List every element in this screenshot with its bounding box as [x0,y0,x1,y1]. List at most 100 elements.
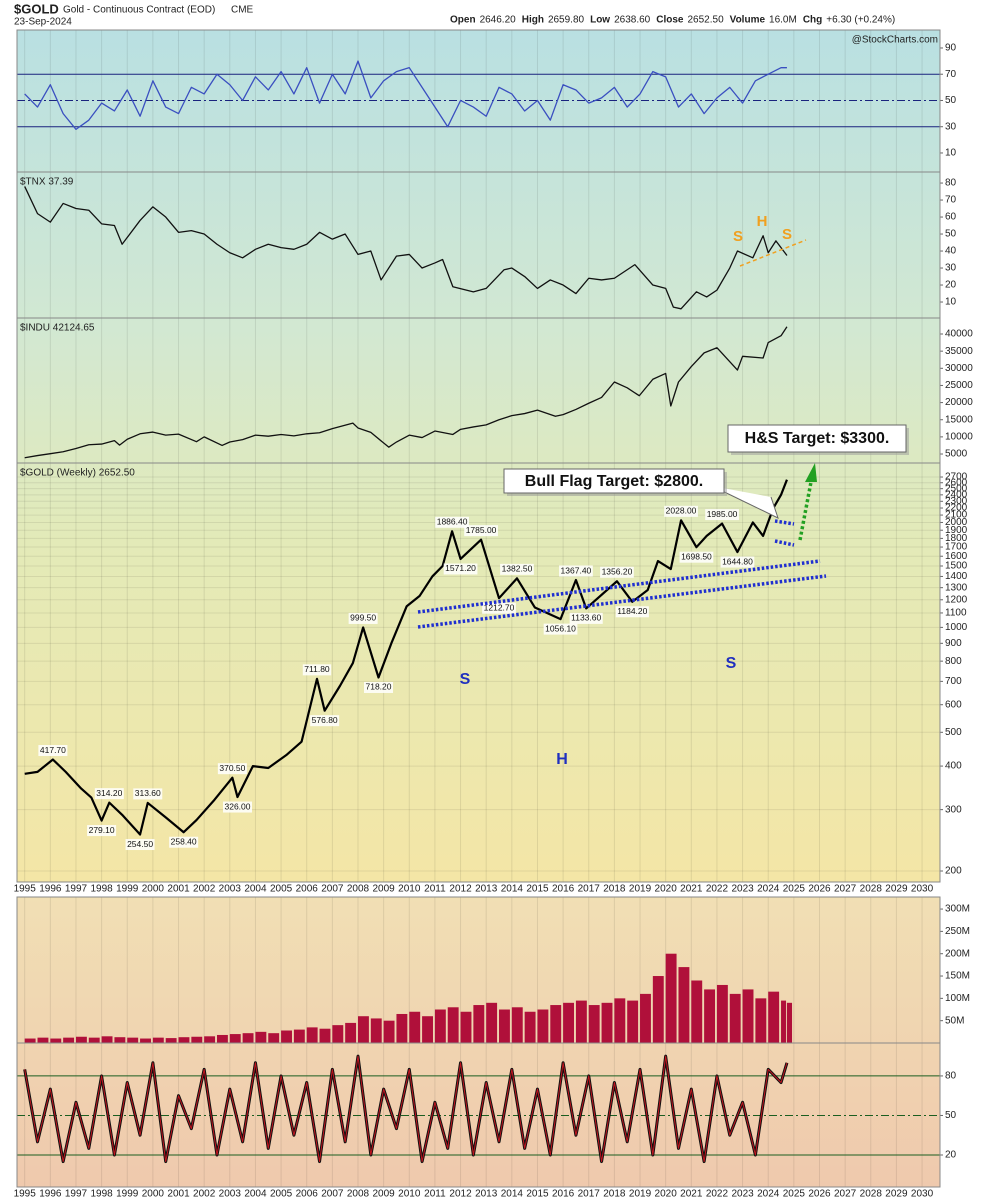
volume-bar [178,1037,190,1043]
volume-bar [511,1007,523,1043]
panel-background [17,30,940,882]
value-label: 1356.20 [602,567,633,577]
quote-label: Low [590,15,610,26]
y-tick-label: 90 [945,43,957,54]
x-tick-label: 1995 [14,1189,37,1200]
pattern-label: S [460,671,471,688]
quote-value: 2638.60 [614,15,651,26]
value-label-box [482,602,516,614]
x-tick-label: 2005 [270,884,293,895]
pattern-label: S [782,226,792,243]
x-tick-label: 2005 [270,1189,293,1200]
value-label-box [364,681,394,693]
x-tick-label: 2023 [731,1189,754,1200]
volume-bar [447,1007,459,1043]
y-tick-label: 70 [945,69,957,80]
x-tick-label: 2008 [347,884,370,895]
value-label-box [302,664,332,676]
y-tick-label: 1400 [945,571,968,582]
price-line [24,326,788,459]
value-label: 2028.00 [666,506,697,516]
y-tick-label: 40000 [945,329,973,340]
y-tick-label: 25000 [945,380,973,391]
pattern-label: H [757,213,768,230]
x-tick-label: 2004 [244,884,267,895]
y-tick-label: 2200 [945,503,968,514]
volume-bar [357,1016,369,1043]
trend-line [417,559,821,614]
volume-bar [640,993,651,1043]
y-tick-label: 2300 [945,496,968,507]
y-tick-label: 2700 [945,472,968,483]
value-label: 711.80 [304,664,330,674]
volume-bar [242,1033,254,1043]
x-tick-label: 1996 [39,884,62,895]
y-tick-label: 700 [945,676,962,687]
pattern-label: S [726,655,737,672]
volume-bar [63,1037,75,1043]
value-label: 1184.20 [617,606,647,616]
y-tick-label: 10000 [945,432,973,443]
value-label-box [569,612,603,624]
volume-bar [601,1002,613,1043]
y-tick-label: 35000 [945,346,973,357]
x-tick-label: 2022 [706,1189,729,1200]
callout-text: Bull Flag Target: $2800. [525,473,703,490]
flag-line [774,539,795,547]
volume-bar [396,1013,408,1043]
description: Gold - Continuous Contract (EOD) [63,5,215,16]
x-tick-label: 2025 [783,1189,806,1200]
x-tick-label: 2001 [167,884,190,895]
y-tick-label: 10 [945,148,957,159]
x-tick-label: 2006 [296,884,319,895]
watermark: @StockCharts.com [852,35,938,46]
value-label-box [543,623,578,635]
y-tick-label: 1000 [945,622,968,633]
date: 23-Sep-2024 [14,17,72,28]
quote: Open 2646.20 High 2659.80 Low 2638.60 Close 265… [450,15,895,26]
volume-bar [499,1009,510,1043]
quote-value: +6.30 (+0.24%) [826,15,895,26]
value-label: 279.10 [89,825,115,835]
x-tick-label: 2017 [578,1189,601,1200]
x-tick-label: 2016 [552,884,575,895]
x-tick-label: 2015 [526,884,549,895]
quote-label: Close [656,15,684,26]
volume-bar [101,1036,113,1043]
y-tick-label: 20000 [945,397,973,408]
x-tick-label: 2029 [885,884,908,895]
value-label: 1698.50 [681,551,712,561]
value-label-box [664,505,698,517]
panel-title: $TNX 37.39 [20,177,74,188]
y-tick-label: 600 [945,699,962,710]
quote-value: 2652.50 [687,15,724,26]
y-tick-label: 30 [945,263,957,274]
volume-bar [306,1027,318,1043]
volume-bar [473,1005,485,1043]
y-tick-label: 2600 [945,477,968,488]
volume-bar [729,993,741,1043]
volume-bar [781,1000,787,1043]
y-tick-label: 300M [945,904,970,915]
value-label: 1212.70 [484,602,515,612]
y-tick-label: 900 [945,638,962,649]
volume-bar [627,1000,639,1043]
volume-bar [460,1011,472,1043]
volume-bar [216,1034,228,1043]
x-tick-label: 1997 [65,1189,88,1200]
x-tick-label: 2019 [629,1189,652,1200]
panel-border [16,29,941,883]
volume-bar [383,1020,395,1043]
volume-bar [88,1037,100,1043]
x-tick-label: 2012 [449,884,472,895]
volume-bar [575,1000,587,1043]
x-tick-label: 2015 [526,1189,549,1200]
x-tick-label: 2007 [321,1189,344,1200]
y-tick-label: 400 [945,761,962,772]
volume-bar [755,998,767,1043]
x-tick-label: 2004 [244,1189,267,1200]
x-tick-label: 2001 [167,1189,190,1200]
value-label-box [435,516,469,528]
value-label-box [600,566,634,578]
